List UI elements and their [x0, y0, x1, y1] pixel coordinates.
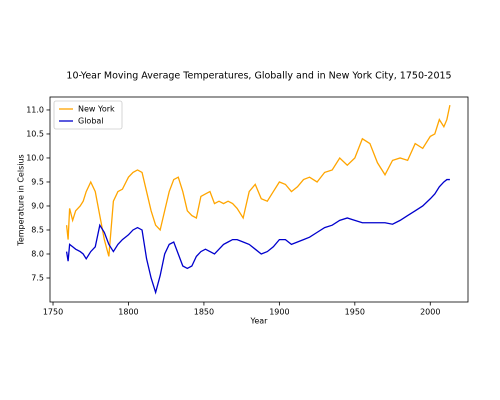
- y-tick-label: 9.0: [31, 201, 44, 210]
- legend-box: [53, 100, 123, 130]
- line-series: [65, 105, 451, 257]
- y-axis-label: Temperature in Celsius: [17, 154, 26, 246]
- y-tick-label: 8.5: [31, 225, 44, 234]
- legend-label: New York: [78, 105, 115, 114]
- chart-title: 10-Year Moving Average Temperatures, Glo…: [66, 71, 451, 82]
- x-axis-label: Year: [250, 317, 269, 326]
- y-tick-label: 9.5: [31, 177, 44, 186]
- x-tick-label: 1950: [345, 308, 365, 317]
- x-tick-label: 1750: [43, 308, 63, 317]
- y-tick-label: 7.5: [31, 273, 44, 282]
- x-tick-label: 2000: [420, 308, 440, 317]
- y-tick-label: 11.0: [26, 105, 44, 114]
- plot-frame: [49, 96, 469, 303]
- x-tick-label: 1800: [118, 308, 138, 317]
- y-tick-label: 8.0: [31, 249, 44, 258]
- line-series: [65, 178, 450, 295]
- y-tick-label: 10.5: [26, 129, 44, 138]
- x-tick-label: 1850: [194, 308, 214, 317]
- y-tick-label: 10.0: [26, 153, 44, 162]
- legend-label: Global: [78, 117, 104, 126]
- x-tick-label: 1900: [269, 308, 289, 317]
